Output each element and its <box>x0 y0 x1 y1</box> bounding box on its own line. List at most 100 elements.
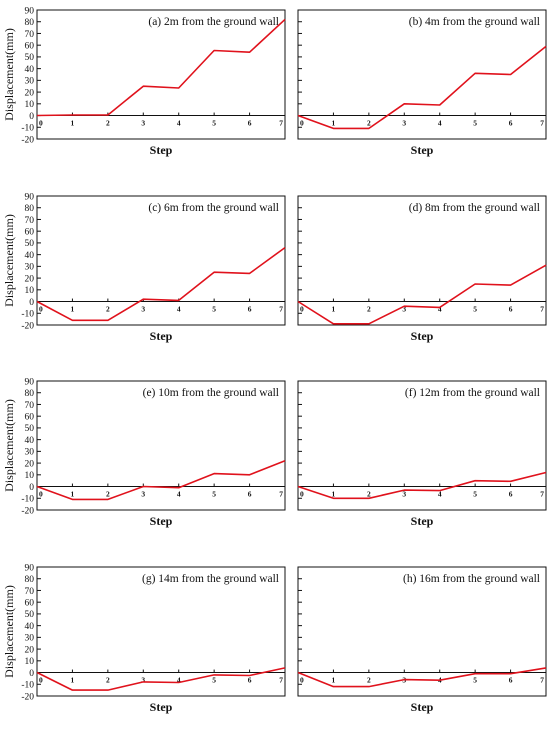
chart-title: (h) 16m from the ground wall <box>403 573 540 585</box>
x-tick-label: 6 <box>248 305 252 314</box>
x-tick-label: 3 <box>141 119 145 128</box>
x-axis-label: Step <box>150 700 173 714</box>
plot-frame <box>36 9 286 140</box>
x-tick-label: 3 <box>141 490 145 499</box>
x-tick-label: 2 <box>367 490 371 499</box>
chart-title: (a) 2m from the ground wall <box>148 16 279 28</box>
x-tick-label: 1 <box>332 305 336 314</box>
x-tick-label: 5 <box>212 490 216 499</box>
x-tick-label: 6 <box>248 490 252 499</box>
y-tick-label: 60 <box>25 227 35 237</box>
plot-frame <box>297 566 547 697</box>
y-tick-label: 70 <box>25 216 35 226</box>
y-tick-label: 50 <box>25 239 35 249</box>
x-tick-label: 1 <box>71 676 75 685</box>
y-tick-label: 0 <box>29 669 34 679</box>
y-tick-label: 20 <box>25 459 35 469</box>
series-line <box>297 471 547 500</box>
y-tick-label: 50 <box>25 424 35 434</box>
y-tick-label: 20 <box>25 645 35 655</box>
y-tick-label: 80 <box>25 18 35 28</box>
x-tick-label: 5 <box>473 119 477 128</box>
y-tick-label: -20 <box>21 321 34 331</box>
x-tick-label: 0 <box>300 119 304 128</box>
chart-title: (e) 10m from the ground wall <box>143 387 279 399</box>
y-tick-label: 20 <box>25 274 35 284</box>
x-tick-label: 2 <box>367 119 371 128</box>
chart-title: (g) 14m from the ground wall <box>142 573 279 585</box>
y-tick-label: 50 <box>25 53 35 63</box>
x-tick-label: 3 <box>141 676 145 685</box>
x-tick-label: 4 <box>177 119 181 128</box>
y-tick-label: -10 <box>21 310 34 320</box>
y-axis-label: Displacement(mm) <box>2 585 16 678</box>
y-tick-label: 0 <box>29 483 34 493</box>
y-tick-label: 30 <box>25 77 35 87</box>
x-tick-label: 4 <box>177 676 181 685</box>
x-tick-label: 6 <box>509 305 513 314</box>
y-tick-label: 60 <box>25 598 35 608</box>
y-tick-label: -10 <box>21 124 34 134</box>
x-tick-label: 2 <box>106 676 110 685</box>
series-line <box>297 45 547 130</box>
x-tick-label: 4 <box>438 490 442 499</box>
x-tick-label: 4 <box>177 305 181 314</box>
x-tick-label: 4 <box>438 119 442 128</box>
y-tick-label: -10 <box>21 681 34 691</box>
plot-frame <box>36 195 286 326</box>
x-tick-label: 0 <box>300 305 304 314</box>
x-tick-label: 5 <box>212 305 216 314</box>
y-tick-label: 80 <box>25 389 35 399</box>
x-tick-label: 4 <box>177 490 181 499</box>
x-axis-label: Step <box>150 143 173 157</box>
y-axis-label: Displacement(mm) <box>2 399 16 492</box>
x-tick-label: 0 <box>300 676 304 685</box>
x-tick-label: 0 <box>300 490 304 499</box>
x-axis-label: Step <box>411 329 434 343</box>
chart-title: (c) 6m from the ground wall <box>148 202 279 214</box>
x-tick-label: 7 <box>540 490 544 499</box>
x-axis-label: Step <box>411 143 434 157</box>
y-tick-label: 60 <box>25 412 35 422</box>
y-axis-label: Displacement(mm) <box>2 28 16 121</box>
y-tick-label: 40 <box>25 251 35 261</box>
x-tick-label: 5 <box>473 305 477 314</box>
x-tick-label: 5 <box>473 490 477 499</box>
x-tick-label: 6 <box>248 119 252 128</box>
x-tick-label: 4 <box>438 305 442 314</box>
y-tick-label: 90 <box>25 377 35 387</box>
y-tick-label: 90 <box>25 192 35 202</box>
y-tick-label: 20 <box>25 88 35 98</box>
x-tick-label: 3 <box>141 305 145 314</box>
chart-title: (d) 8m from the ground wall <box>409 202 540 214</box>
y-tick-label: -20 <box>21 506 34 516</box>
x-tick-label: 1 <box>71 490 75 499</box>
y-tick-label: 80 <box>25 575 35 585</box>
y-tick-label: 90 <box>25 6 35 16</box>
y-tick-label: 30 <box>25 634 35 644</box>
x-tick-label: 5 <box>473 676 477 685</box>
x-tick-label: 2 <box>367 305 371 314</box>
series-line <box>297 264 547 325</box>
chart-panel-5: 0 1 2 3 4 5 6 7 (f) 12m from the ground wall Step <box>297 380 547 528</box>
series-line <box>36 459 286 501</box>
x-tick-label: 2 <box>106 119 110 128</box>
y-tick-label: 0 <box>29 298 34 308</box>
series-line <box>36 246 286 322</box>
x-tick-label: 1 <box>332 676 336 685</box>
chart-panel-1: 0 1 2 3 4 5 6 7 (b) 4m from the ground wall Step <box>297 9 547 157</box>
y-tick-label: 40 <box>25 436 35 446</box>
y-tick-label: 60 <box>25 41 35 51</box>
x-tick-label: 7 <box>540 676 544 685</box>
x-tick-label: 2 <box>106 305 110 314</box>
y-tick-label: 40 <box>25 622 35 632</box>
y-axis-label: Displacement(mm) <box>2 214 16 307</box>
x-tick-label: 7 <box>279 490 283 499</box>
x-tick-label: 0 <box>39 490 43 499</box>
x-tick-label: 6 <box>509 119 513 128</box>
x-tick-label: 0 <box>39 676 43 685</box>
